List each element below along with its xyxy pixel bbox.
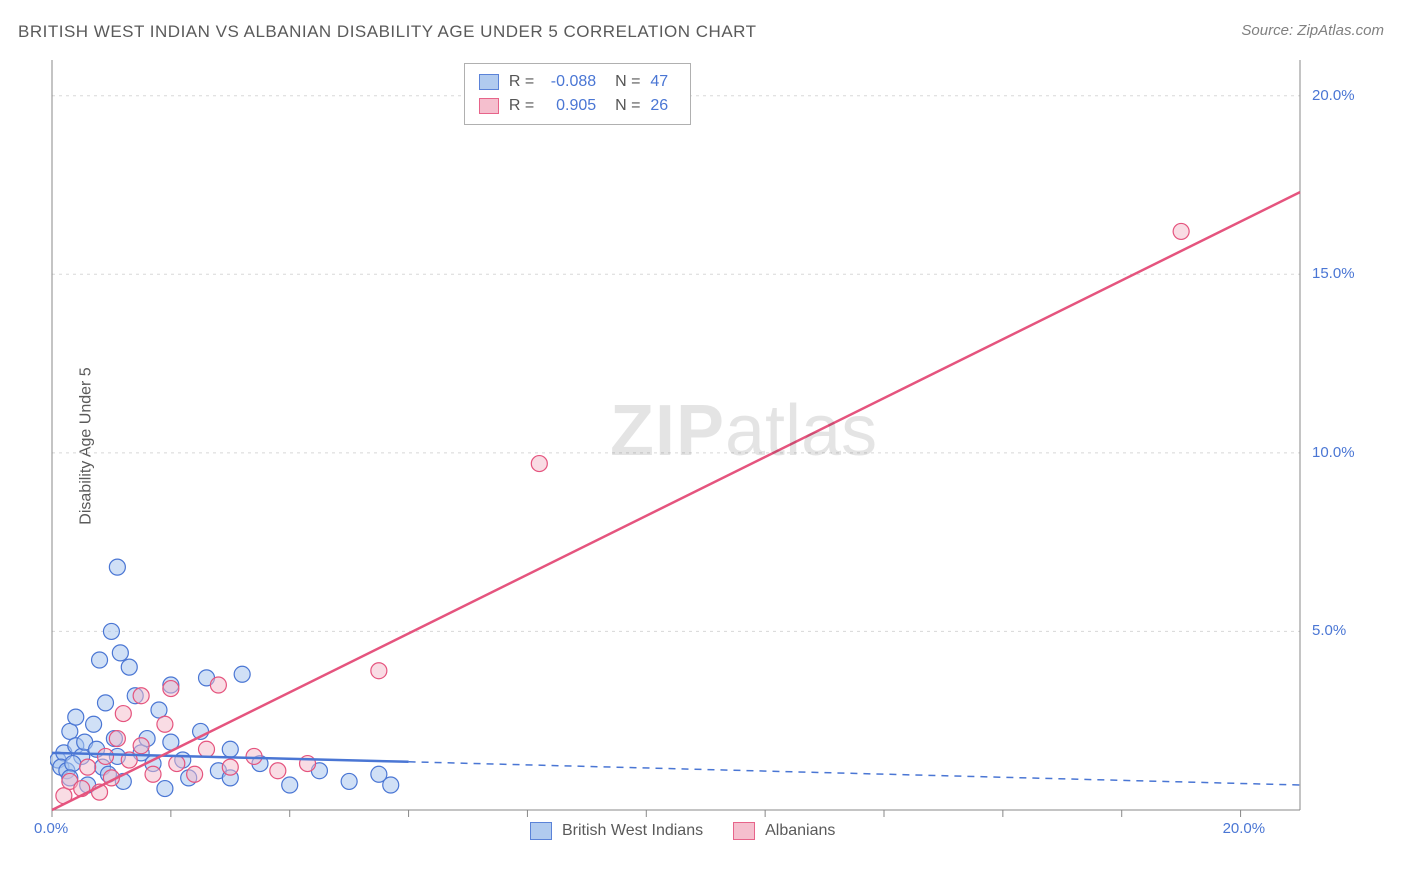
data-point: [68, 709, 84, 725]
source-name: ZipAtlas.com: [1297, 22, 1384, 39]
legend-item: Albanians: [733, 822, 835, 840]
stats-row: R = -0.088 N = 47: [479, 70, 677, 94]
stat-n-label: N =: [606, 94, 640, 118]
data-point: [115, 706, 131, 722]
data-point: [151, 702, 167, 718]
chart-legend: British West Indians Albanians: [530, 822, 835, 840]
legend-swatch: [530, 822, 552, 840]
axis-tick-label: 0.0%: [34, 820, 68, 837]
data-point: [210, 677, 226, 693]
data-point: [80, 759, 96, 775]
stat-r-value: -0.088: [544, 70, 596, 94]
regression-line: [52, 192, 1300, 810]
data-point: [157, 716, 173, 732]
data-point: [145, 766, 161, 782]
regression-line-extrapolated: [409, 762, 1300, 785]
axis-tick-label: 20.0%: [1312, 87, 1355, 104]
stat-r-label: R =: [509, 70, 534, 94]
stats-row: R = 0.905 N = 26: [479, 94, 677, 118]
stat-r-label: R =: [509, 94, 534, 118]
legend-label: British West Indians: [562, 822, 703, 840]
data-point: [246, 748, 262, 764]
axis-tick-label: 20.0%: [1223, 820, 1266, 837]
data-point: [270, 763, 286, 779]
correlation-stats-box: R = -0.088 N = 47R = 0.905 N = 26: [464, 63, 692, 125]
data-point: [234, 666, 250, 682]
data-point: [187, 766, 203, 782]
stat-n-value: 26: [650, 94, 676, 118]
legend-swatch: [733, 822, 755, 840]
stat-n-label: N =: [606, 70, 640, 94]
stat-r-value: 0.905: [544, 94, 596, 118]
data-point: [109, 731, 125, 747]
chart-area: ZIPatlas R = -0.088 N = 47R = 0.905 N = …: [50, 60, 1350, 830]
data-point: [282, 777, 298, 793]
data-point: [371, 663, 387, 679]
data-point: [163, 681, 179, 697]
axis-tick-label: 15.0%: [1312, 265, 1355, 282]
data-point: [199, 741, 215, 757]
series-swatch: [479, 98, 499, 114]
data-point: [92, 652, 108, 668]
legend-label: Albanians: [765, 822, 835, 840]
chart-title: BRITISH WEST INDIAN VS ALBANIAN DISABILI…: [18, 22, 757, 42]
data-point: [121, 659, 137, 675]
data-point: [1173, 223, 1189, 239]
data-point: [383, 777, 399, 793]
axis-tick-label: 5.0%: [1312, 622, 1346, 639]
axis-tick-label: 10.0%: [1312, 444, 1355, 461]
data-point: [133, 688, 149, 704]
source-attribution: Source: ZipAtlas.com: [1241, 22, 1384, 39]
data-point: [133, 738, 149, 754]
data-point: [62, 723, 78, 739]
scatter-plot-svg: [50, 60, 1350, 830]
data-point: [97, 748, 113, 764]
source-prefix: Source:: [1241, 22, 1297, 39]
data-point: [531, 456, 547, 472]
legend-item: British West Indians: [530, 822, 703, 840]
data-point: [157, 781, 173, 797]
data-point: [169, 756, 185, 772]
data-point: [109, 559, 125, 575]
stat-n-value: 47: [650, 70, 676, 94]
series-swatch: [479, 74, 499, 90]
data-point: [112, 645, 128, 661]
data-point: [103, 623, 119, 639]
data-point: [222, 759, 238, 775]
data-point: [97, 695, 113, 711]
data-point: [341, 773, 357, 789]
data-point: [86, 716, 102, 732]
data-point: [222, 741, 238, 757]
data-point: [65, 756, 81, 772]
